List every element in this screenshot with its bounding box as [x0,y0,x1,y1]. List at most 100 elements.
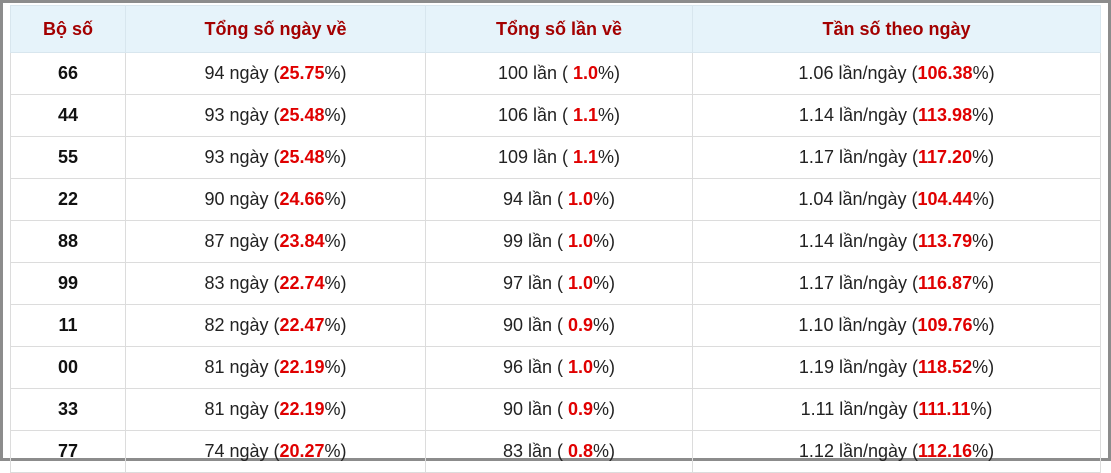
stat-text: 1.10 lần/ngày ( [798,315,918,335]
stat-cell: 99 lần ( 1.0%) [425,220,693,263]
number-cell: 11 [10,304,126,347]
stat-highlight: 0.9 [568,399,594,419]
number-cell: 88 [10,220,126,263]
stat-text: %) [324,441,347,461]
number-cell: 77 [10,430,126,473]
stat-text: %) [972,231,995,251]
stat-text: 90 lần ( [502,315,568,335]
stat-highlight: 23.84 [279,231,325,251]
table-row: 66 94 ngày (25.75%) 100 lần ( 1.0%) 1.06 lầ… [10,52,1101,95]
stat-highlight: 22.19 [279,357,325,377]
stat-text: 1.04 lần/ngày ( [798,189,918,209]
stat-text: %) [593,231,616,251]
stat-text: %) [324,63,347,83]
stat-highlight: 113.79 [918,231,973,251]
stat-highlight: 106.38 [917,63,973,83]
stat-text: 81 ngày ( [204,357,280,377]
stat-cell: 90 lần ( 0.9%) [425,388,693,431]
stat-text: 100 lần ( [497,63,574,83]
stat-highlight: 25.48 [279,105,325,125]
stat-highlight: 113.98 [918,105,973,125]
header-cell: Tần số theo ngày [692,5,1101,53]
stat-text: 74 ngày ( [204,441,280,461]
stat-text: 1.11 lần/ngày ( [800,399,919,419]
stat-highlight: 22.74 [279,273,325,293]
stat-cell: 1.17 lần/ngày (117.20%) [692,136,1101,179]
stat-cell: 96 lần ( 1.0%) [425,346,693,389]
stat-text: %) [324,357,347,377]
stat-highlight: 112.16 [918,441,973,461]
stat-cell: 1.14 lần/ngày (113.79%) [692,220,1101,263]
stat-text: %) [593,399,616,419]
stat-text: 1.19 lần/ngày ( [798,357,919,377]
stat-highlight: 24.66 [279,189,325,209]
stat-text: %) [598,147,621,167]
stat-cell: 81 ngày (22.19%) [125,388,426,431]
stat-text: 90 lần ( [502,399,568,419]
stat-text: %) [972,357,995,377]
number-cell: 99 [10,262,126,305]
stat-text: %) [324,399,347,419]
stat-cell: 90 ngày (24.66%) [125,178,426,221]
table-row: 00 81 ngày (22.19%) 96 lần ( 1.0%) 1.19 lần… [10,346,1101,389]
stat-cell: 100 lần ( 1.0%) [425,52,693,95]
stat-cell: 1.19 lần/ngày (118.52%) [692,346,1101,389]
stat-text: %) [593,315,616,335]
stat-text: 96 lần ( [502,357,568,377]
table-row: 11 82 ngày (22.47%) 90 lần ( 0.9%) 1.10 lần… [10,304,1101,347]
stat-cell: 1.04 lần/ngày (104.44%) [692,178,1101,221]
stat-text: 1.12 lần/ngày ( [798,441,919,461]
stat-text: %) [593,441,616,461]
stat-text: 97 lần ( [502,273,568,293]
stat-highlight: 1.1 [573,147,599,167]
stat-text: 1.06 lần/ngày ( [798,63,918,83]
stat-text: 1.14 lần/ngày ( [798,231,919,251]
stat-highlight: 1.0 [568,189,594,209]
stat-cell: 74 ngày (20.27%) [125,430,426,473]
stat-highlight: 0.8 [568,441,594,461]
stat-cell: 83 ngày (22.74%) [125,262,426,305]
stat-text: 99 lần ( [502,231,568,251]
stat-highlight: 111.11 [918,399,971,419]
stat-text: %) [598,105,621,125]
frequency-table: Bộ số Tổng số ngày về Tổng số lần về Tần số… [10,5,1101,473]
stat-text: 94 ngày ( [204,63,280,83]
stat-text: 1.17 lần/ngày ( [798,147,919,167]
stat-highlight: 109.76 [917,315,973,335]
stat-highlight: 1.0 [568,231,594,251]
number-cell: 22 [10,178,126,221]
header-row: Bộ số Tổng số ngày về Tổng số lần về Tần số… [10,5,1101,53]
stat-cell: 1.17 lần/ngày (116.87%) [692,262,1101,305]
stat-cell: 93 ngày (25.48%) [125,136,426,179]
table-row: 44 93 ngày (25.48%) 106 lần ( 1.1%) 1.14 lầ… [10,94,1101,137]
stat-cell: 90 lần ( 0.9%) [425,304,693,347]
stat-cell: 106 lần ( 1.1%) [425,94,693,137]
stat-text: 1.14 lần/ngày ( [798,105,919,125]
stat-text: %) [593,273,616,293]
stat-text: %) [972,147,995,167]
table-row: 22 90 ngày (24.66%) 94 lần ( 1.0%) 1.04 lần… [10,178,1101,221]
stat-highlight: 116.87 [918,273,973,293]
stat-text: %) [324,231,347,251]
stat-text: %) [593,189,616,209]
table-body: 66 94 ngày (25.75%) 100 lần ( 1.0%) 1.06 lầ… [10,52,1101,473]
stat-text: 83 ngày ( [204,273,280,293]
stat-text: 109 lần ( [497,147,574,167]
number-cell: 00 [10,346,126,389]
stat-text: %) [324,315,347,335]
table-row: 99 83 ngày (22.74%) 97 lần ( 1.0%) 1.17 lần… [10,262,1101,305]
stat-cell: 1.11 lần/ngày (111.11%) [692,388,1101,431]
stat-cell: 1.06 lần/ngày (106.38%) [692,52,1101,95]
stat-cell: 82 ngày (22.47%) [125,304,426,347]
stat-text: %) [972,441,995,461]
stat-text: 94 lần ( [502,189,568,209]
stat-cell: 83 lần ( 0.8%) [425,430,693,473]
stat-cell: 109 lần ( 1.1%) [425,136,693,179]
stat-text: 1.17 lần/ngày ( [798,273,919,293]
stat-text: %) [598,63,621,83]
stat-highlight: 1.0 [568,273,594,293]
stat-cell: 94 lần ( 1.0%) [425,178,693,221]
table-row: 55 93 ngày (25.48%) 109 lần ( 1.1%) 1.17 lầ… [10,136,1101,179]
stat-highlight: 25.48 [279,147,325,167]
